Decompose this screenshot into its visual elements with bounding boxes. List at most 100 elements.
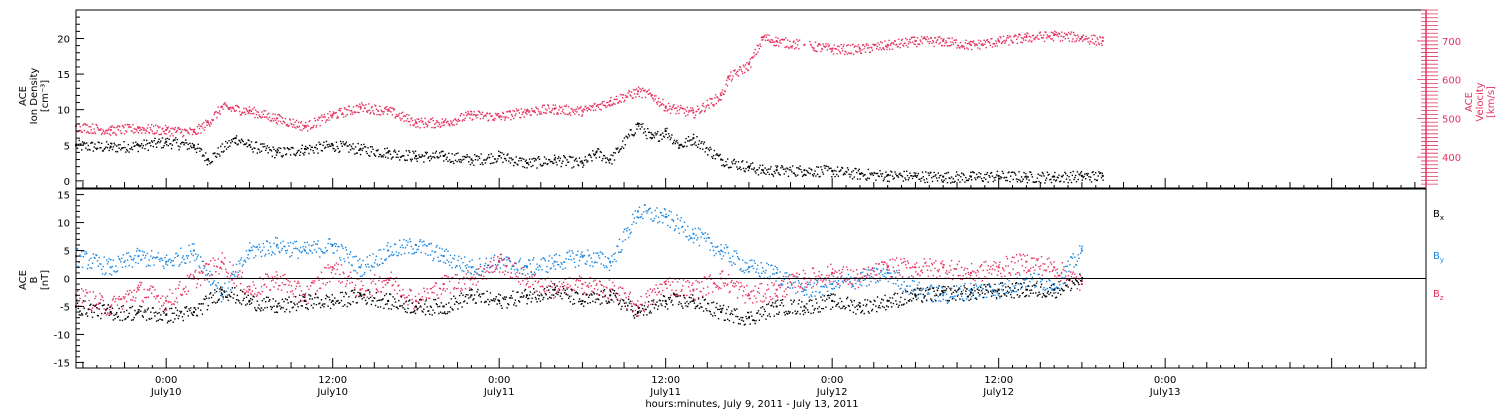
ion-density-series-sample (881, 172, 884, 175)
bz-series-point (220, 260, 223, 263)
ion-density-series-sample (767, 168, 770, 170)
bz-series-sample (339, 282, 342, 284)
velocity-series-sample (128, 123, 131, 126)
velocity-series-sample (203, 129, 206, 131)
bz-series-sample (160, 305, 163, 307)
velocity-series-sample (146, 127, 149, 129)
ion-density-series-sample (293, 153, 295, 155)
by-series-sample (205, 269, 208, 272)
ion-density-series-sample (523, 166, 526, 169)
velocity-series-sample (637, 86, 640, 89)
velocity-series-sample (945, 41, 948, 44)
velocity-series-sample (515, 113, 517, 115)
by-series-sample (459, 267, 462, 269)
bz-series-sample (399, 289, 401, 292)
ion-density-series-sample (658, 140, 661, 142)
by-series-sample (413, 252, 415, 255)
ion-density-series-sample (394, 151, 397, 153)
ion-density-series-sample (144, 147, 146, 150)
by-series-sample (172, 260, 174, 262)
bz-series-sample (329, 280, 331, 283)
ion-density-series-sample (647, 131, 650, 134)
velocity-series-sample (395, 113, 398, 116)
bz-series-sample (780, 284, 782, 287)
ion-density-series-sample (350, 145, 353, 148)
bz-series-sample (233, 282, 235, 285)
bz-series-sample (134, 300, 136, 302)
ion-density-series-sample (1073, 178, 1075, 181)
bz-series-sample (135, 291, 138, 293)
ion-density-series-sample (197, 143, 199, 146)
velocity-series-sample (390, 111, 392, 113)
bz-series-sample (529, 286, 532, 288)
velocity-series-sample (998, 41, 1001, 43)
bz-series-sample (384, 280, 386, 282)
by-series-sample (1025, 286, 1027, 288)
ion-density-series-sample (887, 174, 890, 176)
by-series-sample (905, 291, 907, 293)
by-series-sample (1020, 283, 1023, 286)
velocity-series-sample (861, 49, 863, 51)
ion-density-series-sample (873, 171, 875, 174)
by-series-sample (643, 204, 646, 206)
bz-series-sample (707, 292, 710, 294)
ion-density-series-sample (1030, 171, 1032, 173)
bz-series-sample (836, 283, 839, 285)
ion-density-series-point (1053, 175, 1056, 178)
bz-series-sample (567, 283, 569, 286)
ion-density-series-sample (716, 153, 718, 155)
bz-series-sample (182, 288, 184, 291)
velocity-series-sample (1045, 37, 1048, 39)
velocity-series-sample (563, 105, 566, 107)
by-series-sample (819, 291, 821, 293)
by-series-sample (836, 276, 839, 278)
velocity-series-sample (403, 120, 405, 122)
velocity-series-sample (234, 104, 237, 107)
ion-density-series-sample (779, 174, 781, 176)
ion-density-series-sample (405, 150, 408, 152)
ion-density-series-sample (99, 147, 101, 149)
velocity-series-sample (644, 96, 647, 99)
ion-density-series-sample (945, 172, 948, 174)
ion-density-series-sample (823, 165, 825, 167)
by-series-sample (370, 265, 373, 267)
velocity-series-sample (897, 45, 899, 48)
by-series-sample (690, 236, 692, 239)
bz-series-sample (617, 292, 619, 295)
by-series-sample (737, 257, 740, 260)
velocity-series-sample (615, 98, 617, 101)
ion-density-series-point (387, 151, 390, 154)
ion-density-series-sample (734, 162, 736, 165)
velocity-series-sample (514, 114, 516, 117)
by-series-sample (750, 265, 752, 268)
bz-series-sample (427, 292, 429, 294)
by-series-sample (231, 273, 234, 275)
bz-series-sample (705, 294, 707, 296)
ion-density-series-sample (785, 170, 787, 173)
velocity-series-sample (748, 62, 750, 64)
ion-density-series-sample (870, 174, 872, 176)
by-series-sample (420, 251, 423, 254)
ion-density-series-sample (926, 181, 929, 183)
velocity-series-sample (654, 98, 656, 100)
by-series-sample (617, 251, 620, 254)
velocity-series-sample (984, 43, 986, 45)
by-series-sample (367, 263, 369, 265)
velocity-series-sample (966, 42, 969, 45)
by-series-point (692, 232, 695, 235)
bz-series-sample (690, 293, 692, 296)
by-series-sample (503, 264, 505, 266)
velocity-series-sample (701, 109, 703, 112)
velocity-series-sample (943, 38, 945, 40)
velocity-series-sample (540, 111, 542, 113)
velocity-series-sample (658, 97, 660, 100)
velocity-series-sample (463, 119, 466, 121)
by-series-sample (116, 270, 119, 272)
by-series-sample (523, 268, 525, 271)
velocity-series-sample (719, 92, 722, 95)
bz-series-sample (185, 286, 187, 288)
ion-density-series-sample (1063, 181, 1065, 183)
bz-series-sample (570, 295, 572, 297)
velocity-series-sample (292, 118, 294, 121)
velocity-series-sample (647, 93, 650, 95)
